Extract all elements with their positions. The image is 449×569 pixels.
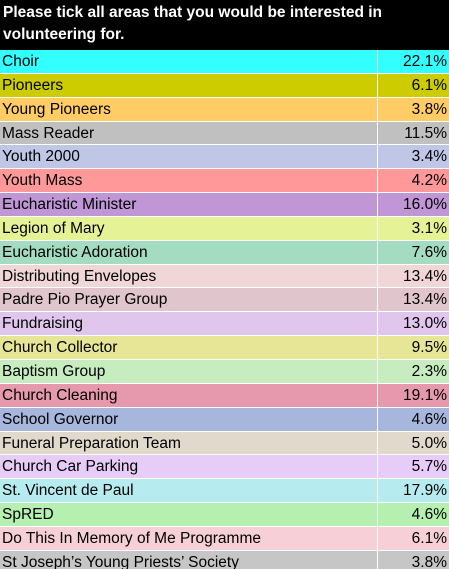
table-row: Church Cleaning 19.1% <box>0 383 449 408</box>
row-percentage: 3.1% <box>411 219 447 237</box>
row-label: Church Car Parking <box>0 455 378 479</box>
row-percentage: 3.8% <box>411 553 447 569</box>
row-percentage: 11.5% <box>404 124 447 142</box>
row-label: Eucharistic Minister <box>0 193 378 216</box>
table-row: Funeral Preparation Team 5.0% <box>0 431 449 456</box>
row-percentage: 3.4% <box>411 148 447 166</box>
table-row: Legion of Mary 3.1% <box>0 216 449 241</box>
row-percentage: 4.2% <box>411 172 447 190</box>
table-row: St. Vincent de Paul 17.9% <box>0 479 449 504</box>
row-label: St Joseph’s Young Priests’ Society <box>0 550 378 569</box>
row-label: Church Collector <box>0 336 378 359</box>
table-row: Mass Reader 11.5% <box>0 121 449 146</box>
row-label: SpRED <box>0 503 378 526</box>
table-row: Padre Pio Prayer Group 13.4% <box>0 288 449 313</box>
table-row: Youth Mass 4.2% <box>0 169 449 194</box>
row-percentage: 16.0% <box>403 196 447 214</box>
row-label: St. Vincent de Paul <box>0 479 378 503</box>
question-header: Please tick all areas that you would be … <box>0 0 449 50</box>
table-row: Youth 2000 3.4% <box>0 145 449 170</box>
row-percentage: 6.1% <box>411 529 447 547</box>
results-rows: Choir 22.1% Pioneers 6.1% Young Pioneers 3.8%… <box>0 50 449 569</box>
table-row: Fundraising 13.0% <box>0 312 449 337</box>
row-label: Eucharistic Adoration <box>0 240 378 264</box>
row-label: Legion of Mary <box>0 216 378 240</box>
table-row: Eucharistic Minister 16.0% <box>0 193 449 217</box>
row-percentage: 4.6% <box>411 506 447 524</box>
table-row: School Governor 4.6% <box>0 407 449 432</box>
table-row: Baptism Group 2.3% <box>0 359 449 384</box>
row-label: Youth 2000 <box>0 145 378 169</box>
row-label: Funeral Preparation Team <box>0 431 378 455</box>
row-label: Padre Pio Prayer Group <box>0 288 378 312</box>
row-label: Pioneers <box>0 73 378 97</box>
row-label: School Governor <box>0 407 378 431</box>
table-row: Young Pioneers 3.8% <box>0 97 449 122</box>
row-percentage: 6.1% <box>411 76 447 94</box>
question-line-2: volunteering for. <box>3 26 125 43</box>
table-row: Church Collector 9.5% <box>0 336 449 360</box>
row-label: Baptism Group <box>0 359 378 383</box>
table-row: Do This In Memory of Me Programme 6.1% <box>0 526 449 551</box>
row-percentage: 2.3% <box>411 362 447 380</box>
row-percentage: 13.4% <box>403 267 447 285</box>
row-percentage: 9.5% <box>411 339 447 357</box>
row-label: Youth Mass <box>0 169 378 193</box>
row-percentage: 7.6% <box>411 243 447 261</box>
table-row: Pioneers 6.1% <box>0 73 449 98</box>
table-row: Choir 22.1% <box>0 50 449 74</box>
row-label: Fundraising <box>0 312 378 336</box>
row-percentage: 17.9% <box>403 482 447 500</box>
row-percentage: 13.4% <box>403 291 447 309</box>
row-label: Choir <box>0 50 378 73</box>
row-percentage: 22.1% <box>403 53 447 70</box>
row-percentage: 3.8% <box>411 100 447 118</box>
row-percentage: 5.0% <box>411 434 447 452</box>
row-percentage: 4.6% <box>411 410 447 428</box>
table-row: SpRED 4.6% <box>0 503 449 527</box>
row-label: Distributing Envelopes <box>0 264 378 288</box>
table-row: Distributing Envelopes 13.4% <box>0 264 449 289</box>
table-row: Eucharistic Adoration 7.6% <box>0 240 449 265</box>
row-label: Young Pioneers <box>0 97 378 121</box>
table-row: Church Car Parking 5.7% <box>0 455 449 480</box>
table-row: St Joseph’s Young Priests’ Society 3.8% <box>0 550 449 569</box>
row-label: Church Cleaning <box>0 383 378 407</box>
row-percentage: 13.0% <box>403 315 447 333</box>
row-percentage: 5.7% <box>411 458 447 476</box>
row-label: Do This In Memory of Me Programme <box>0 526 378 550</box>
question-line-1: Please tick all areas that you would be … <box>3 4 383 21</box>
row-percentage: 19.1% <box>403 386 447 404</box>
row-label: Mass Reader <box>0 121 378 145</box>
